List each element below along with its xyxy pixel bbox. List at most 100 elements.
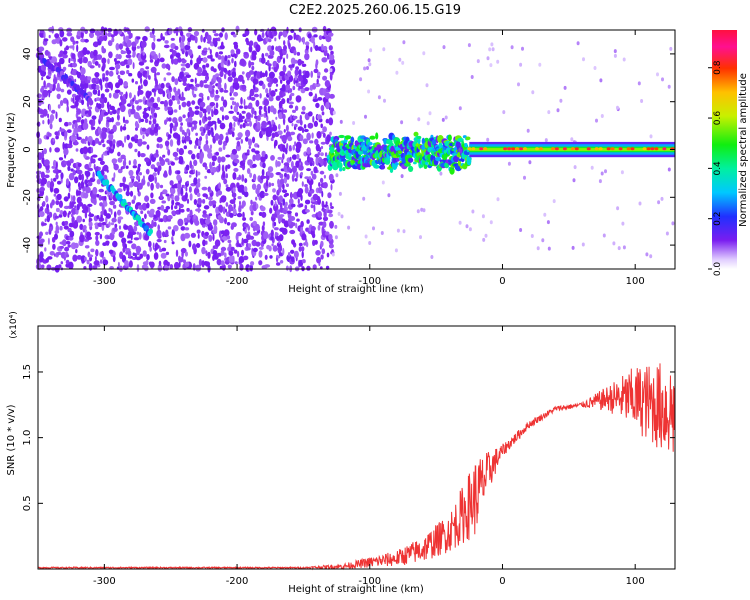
spectrogram-cell (110, 222, 115, 226)
spectrogram-cell (89, 65, 95, 69)
spectrogram-cell (319, 177, 324, 183)
spectrogram-cell (303, 124, 307, 129)
spectrogram-cell (328, 53, 335, 61)
spectrogram-cell (333, 135, 340, 142)
snr-x-tick-label: -300 (93, 576, 116, 587)
spectrogram-cell (209, 161, 212, 170)
spectrogram-cell (75, 40, 79, 44)
spectrogram-cell (137, 163, 141, 168)
spectrogram-cell (282, 198, 286, 206)
spectrogram-cell (39, 206, 44, 212)
spectrogram-cell (280, 78, 283, 84)
spectrogram-cell (143, 79, 148, 87)
spectrogram-cell (236, 232, 242, 237)
spectrogram-cell (64, 246, 70, 252)
spectrogram-cell (131, 78, 135, 83)
spectrogram-cell (158, 52, 161, 59)
spectrogram-cell (563, 85, 567, 90)
spectrogram-cell (301, 181, 304, 187)
spectrogram-cell (320, 152, 324, 157)
spectrogram-cell (108, 249, 114, 254)
spectrogram-cell (88, 99, 94, 106)
spectrogram-cell (255, 153, 261, 161)
spectrogram-cell (232, 67, 236, 72)
spectrogram-cell (56, 251, 62, 256)
spectrogram-cell (290, 92, 295, 97)
spectrogram-cell (113, 211, 117, 219)
spectrogram-cell (552, 199, 556, 204)
spectrogram-cell (245, 242, 249, 248)
spectrogram-cell (237, 74, 244, 82)
spectrogram-cell (458, 220, 462, 225)
spectrogram-cell (80, 255, 86, 263)
spectrogram-cell (97, 222, 103, 227)
spectrogram-cell (77, 162, 82, 168)
spectrogram-cell (87, 167, 94, 172)
spectrogram-cell (299, 114, 302, 122)
spectrogram-cell (55, 135, 59, 140)
spectrogram-cell (515, 147, 520, 151)
spectrogram-cell (112, 240, 118, 248)
spectrogram-cell (239, 58, 246, 66)
spectrogram-cell (170, 204, 174, 211)
spectrogram-cell (243, 191, 249, 198)
spectrogram-cell (250, 210, 254, 216)
spectrogram-cell (517, 82, 520, 87)
spectrogram-cell (193, 159, 198, 166)
spectrogram-cell (441, 117, 445, 122)
spectrogram-cell (324, 80, 331, 88)
spectrogram-cell (203, 84, 210, 89)
spectrogram-cell (306, 219, 310, 224)
spectrogram-cell (364, 234, 368, 239)
spectrogram-cell (128, 181, 134, 188)
spectrogram-cell (205, 63, 210, 68)
spectrogram-cell (299, 134, 304, 142)
spectrogram-cell (320, 104, 325, 112)
spectrogram-cell (600, 171, 604, 176)
spectrogram-cell (132, 62, 135, 70)
spectrogram-cell (87, 76, 92, 81)
spectrogram-cell (74, 122, 78, 129)
spectrogram-cell (227, 127, 233, 135)
spectrogram-cell (164, 119, 167, 125)
spectrogram-cell (322, 126, 327, 133)
spectrogram-cell (630, 147, 635, 151)
spectrogram-cell (217, 77, 222, 84)
spectrogram-cell (307, 111, 313, 117)
spectrogram-cell (447, 134, 452, 142)
spectrogram-cell (123, 123, 126, 127)
spectrogram-cell (231, 192, 237, 198)
spectrogram-cell (103, 201, 108, 207)
spectrogram-cell (307, 157, 314, 163)
spectrogram-cell (466, 155, 472, 162)
spectrogram-cell (369, 48, 373, 53)
spectrogram-cell (218, 204, 224, 212)
spectrogram-cell (422, 208, 426, 213)
spectrogram-cell (163, 77, 167, 82)
spectrogram-cell (206, 72, 209, 77)
spectrogram-cell (128, 92, 132, 99)
spectrogram-cell (232, 208, 237, 216)
spectrogram-cell (63, 147, 69, 156)
spectrogram-cell (218, 51, 223, 55)
spectrogram-cell (43, 80, 46, 88)
spectrogram-cell (209, 102, 216, 107)
spectrogram-cell (49, 147, 52, 153)
spectrogram-cell (489, 63, 493, 68)
spectrogram-cell (184, 44, 191, 51)
spectrogram-cell (85, 136, 88, 142)
spectrogram-cell (245, 136, 249, 142)
spectrogram-cell (364, 114, 367, 119)
spectrogram-cell (65, 45, 70, 51)
spectrogram-cell (84, 140, 87, 145)
spectrogram-cell (267, 166, 274, 173)
spectrogram-cell (205, 218, 211, 225)
spectrogram-cell (430, 255, 434, 259)
spectrogram-cell (245, 129, 251, 138)
spectrogram-cell (401, 60, 405, 65)
spectrogram-cell (261, 53, 265, 59)
snr-ylabel: SNR (10 * v/v) (6, 404, 17, 475)
spectrogram-cell (305, 241, 309, 248)
spectrogram-cell (126, 134, 130, 141)
